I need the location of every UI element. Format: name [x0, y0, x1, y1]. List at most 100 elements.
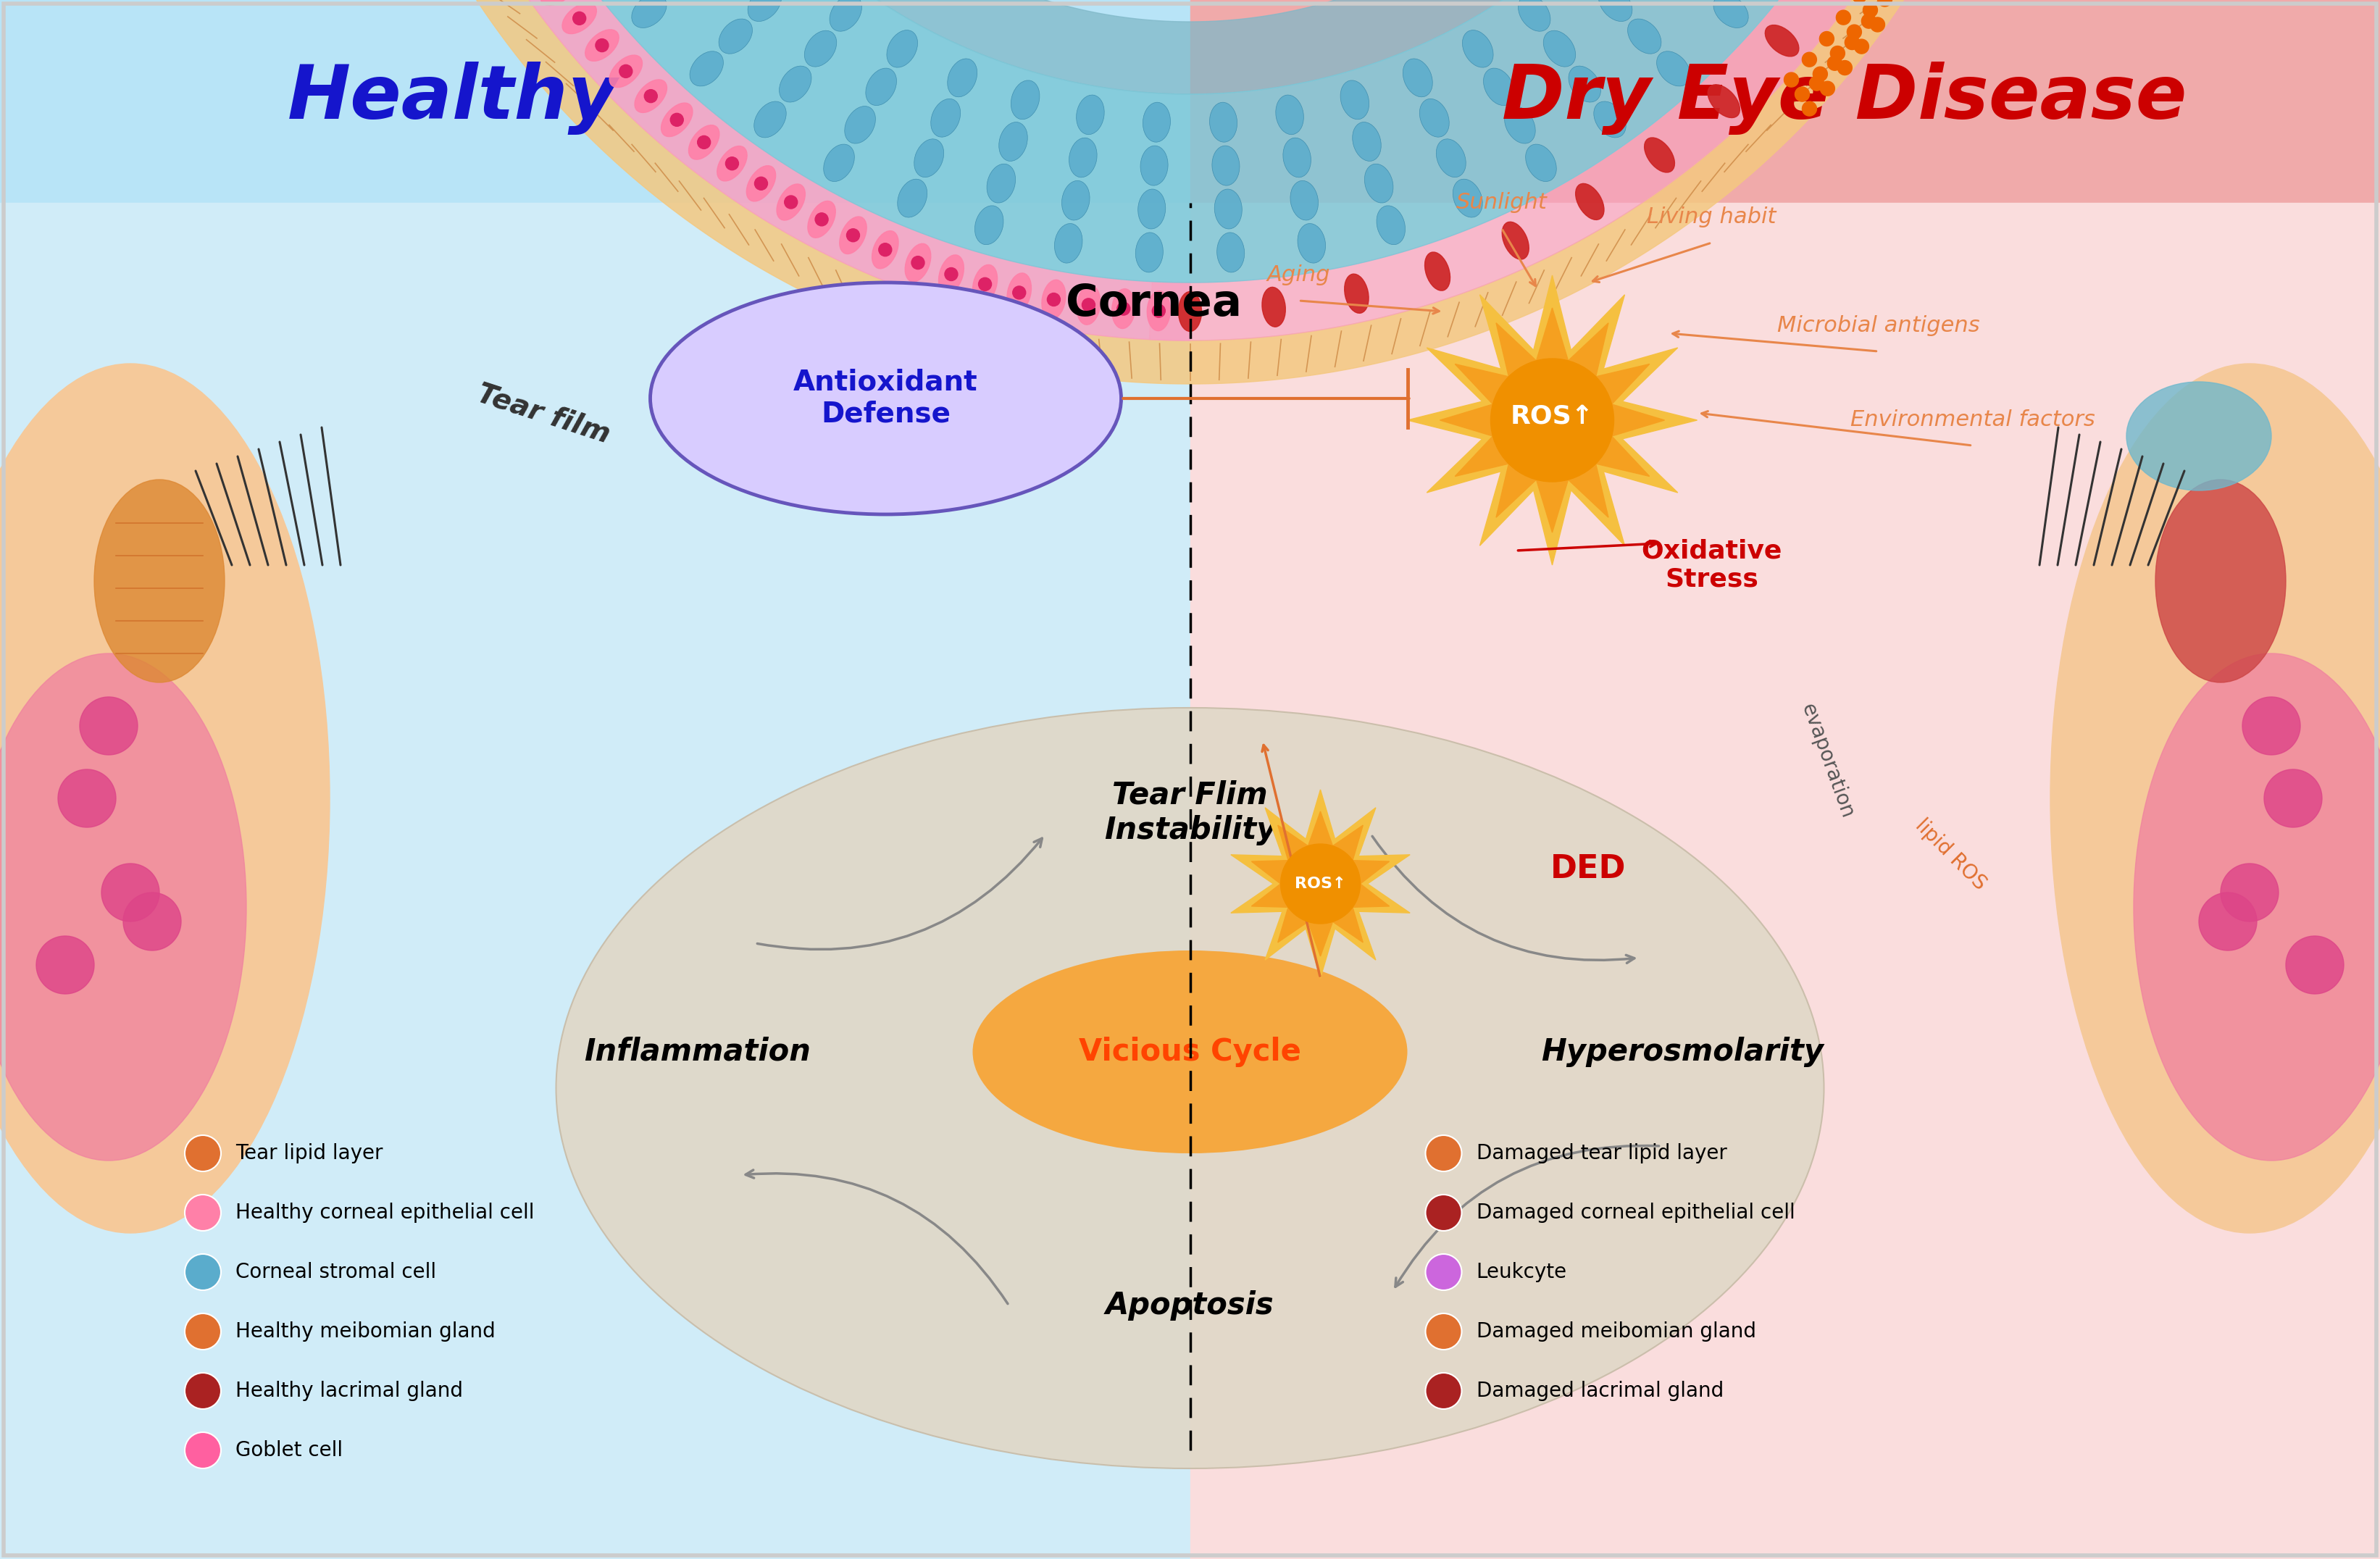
Ellipse shape	[1138, 189, 1166, 229]
Ellipse shape	[1709, 84, 1740, 118]
Circle shape	[1426, 1373, 1461, 1409]
Circle shape	[619, 65, 633, 78]
Ellipse shape	[0, 363, 331, 1233]
Text: Healthy: Healthy	[288, 61, 616, 134]
Ellipse shape	[1178, 292, 1202, 332]
Ellipse shape	[823, 143, 854, 181]
Ellipse shape	[1402, 59, 1433, 97]
Ellipse shape	[1714, 0, 1749, 28]
Ellipse shape	[1214, 189, 1242, 229]
Ellipse shape	[754, 101, 785, 137]
Ellipse shape	[1504, 106, 1535, 143]
Ellipse shape	[1111, 288, 1135, 329]
Circle shape	[785, 195, 797, 209]
Circle shape	[1083, 298, 1095, 312]
Ellipse shape	[807, 201, 835, 239]
Ellipse shape	[1452, 179, 1483, 217]
Text: ROS↑: ROS↑	[1295, 876, 1347, 892]
Ellipse shape	[1012, 81, 1040, 120]
Circle shape	[1426, 1253, 1461, 1291]
Ellipse shape	[1461, 30, 1492, 67]
Text: ROS↑: ROS↑	[1511, 404, 1595, 429]
Circle shape	[2221, 864, 2278, 921]
Text: Inflammation: Inflammation	[583, 1037, 812, 1066]
Circle shape	[36, 935, 95, 995]
Text: Damaged corneal epithelial cell: Damaged corneal epithelial cell	[1476, 1202, 1795, 1222]
Circle shape	[186, 1433, 221, 1469]
Ellipse shape	[1364, 164, 1392, 203]
Text: Dry Eye Disease: Dry Eye Disease	[1502, 61, 2187, 134]
Bar	[0, 203, 1190, 1559]
Ellipse shape	[716, 147, 747, 181]
Circle shape	[1785, 73, 1799, 87]
Ellipse shape	[1766, 25, 1799, 56]
Ellipse shape	[973, 951, 1407, 1154]
Text: Corneal stromal cell: Corneal stromal cell	[236, 1261, 436, 1281]
Circle shape	[1426, 1313, 1461, 1350]
Polygon shape	[469, 0, 1911, 384]
Circle shape	[1280, 843, 1361, 923]
Ellipse shape	[1576, 184, 1604, 220]
Text: Healthy meibomian gland: Healthy meibomian gland	[236, 1322, 495, 1342]
Ellipse shape	[1526, 143, 1557, 181]
Ellipse shape	[1061, 181, 1090, 220]
Circle shape	[1837, 61, 1852, 75]
Circle shape	[124, 892, 181, 951]
Ellipse shape	[690, 51, 724, 86]
Text: Cornea: Cornea	[1066, 282, 1242, 326]
Ellipse shape	[1542, 31, 1576, 67]
Circle shape	[102, 864, 159, 921]
Ellipse shape	[840, 217, 866, 254]
Circle shape	[878, 243, 892, 256]
Circle shape	[1490, 359, 1614, 482]
Text: Leukcyte: Leukcyte	[1476, 1261, 1566, 1281]
Ellipse shape	[1483, 69, 1514, 106]
Circle shape	[2263, 769, 2323, 828]
Circle shape	[1844, 36, 1859, 50]
Circle shape	[1426, 1135, 1461, 1171]
Ellipse shape	[1261, 287, 1285, 327]
Ellipse shape	[831, 0, 862, 31]
Ellipse shape	[888, 30, 919, 67]
Ellipse shape	[1656, 51, 1690, 86]
Circle shape	[847, 229, 859, 242]
Ellipse shape	[1007, 273, 1031, 312]
Circle shape	[945, 268, 957, 281]
Circle shape	[978, 278, 992, 290]
Ellipse shape	[1345, 274, 1368, 313]
Polygon shape	[505, 0, 1190, 340]
Ellipse shape	[947, 59, 978, 97]
Text: Goblet cell: Goblet cell	[236, 1441, 343, 1461]
Ellipse shape	[1211, 145, 1240, 186]
Ellipse shape	[778, 65, 812, 103]
Polygon shape	[1150, 0, 1875, 340]
Circle shape	[1861, 14, 1875, 28]
Circle shape	[1809, 76, 1823, 90]
Circle shape	[1152, 304, 1166, 318]
Circle shape	[1864, 3, 1878, 17]
Text: Sunlight: Sunlight	[1457, 192, 1547, 214]
Text: Apoptosis: Apoptosis	[1107, 1291, 1273, 1320]
Text: Environmental factors: Environmental factors	[1849, 410, 2094, 430]
Ellipse shape	[1142, 103, 1171, 142]
Circle shape	[1814, 67, 1828, 81]
Ellipse shape	[747, 165, 776, 201]
Ellipse shape	[1147, 292, 1171, 331]
Circle shape	[1012, 287, 1026, 299]
Text: Damaged tear lipid layer: Damaged tear lipid layer	[1476, 1143, 1728, 1163]
Circle shape	[1830, 47, 1844, 61]
Ellipse shape	[1376, 206, 1404, 245]
Ellipse shape	[688, 125, 719, 159]
Text: evaporation: evaporation	[1797, 700, 1859, 820]
Circle shape	[79, 697, 138, 755]
Polygon shape	[1230, 790, 1409, 977]
Ellipse shape	[1645, 137, 1676, 173]
Ellipse shape	[931, 98, 962, 137]
Text: Antioxidant
Defense: Antioxidant Defense	[793, 369, 978, 429]
Ellipse shape	[1042, 279, 1066, 320]
Ellipse shape	[1076, 95, 1104, 134]
Ellipse shape	[776, 184, 804, 220]
Ellipse shape	[747, 0, 781, 22]
Polygon shape	[555, 0, 1825, 282]
Ellipse shape	[1628, 19, 1661, 53]
